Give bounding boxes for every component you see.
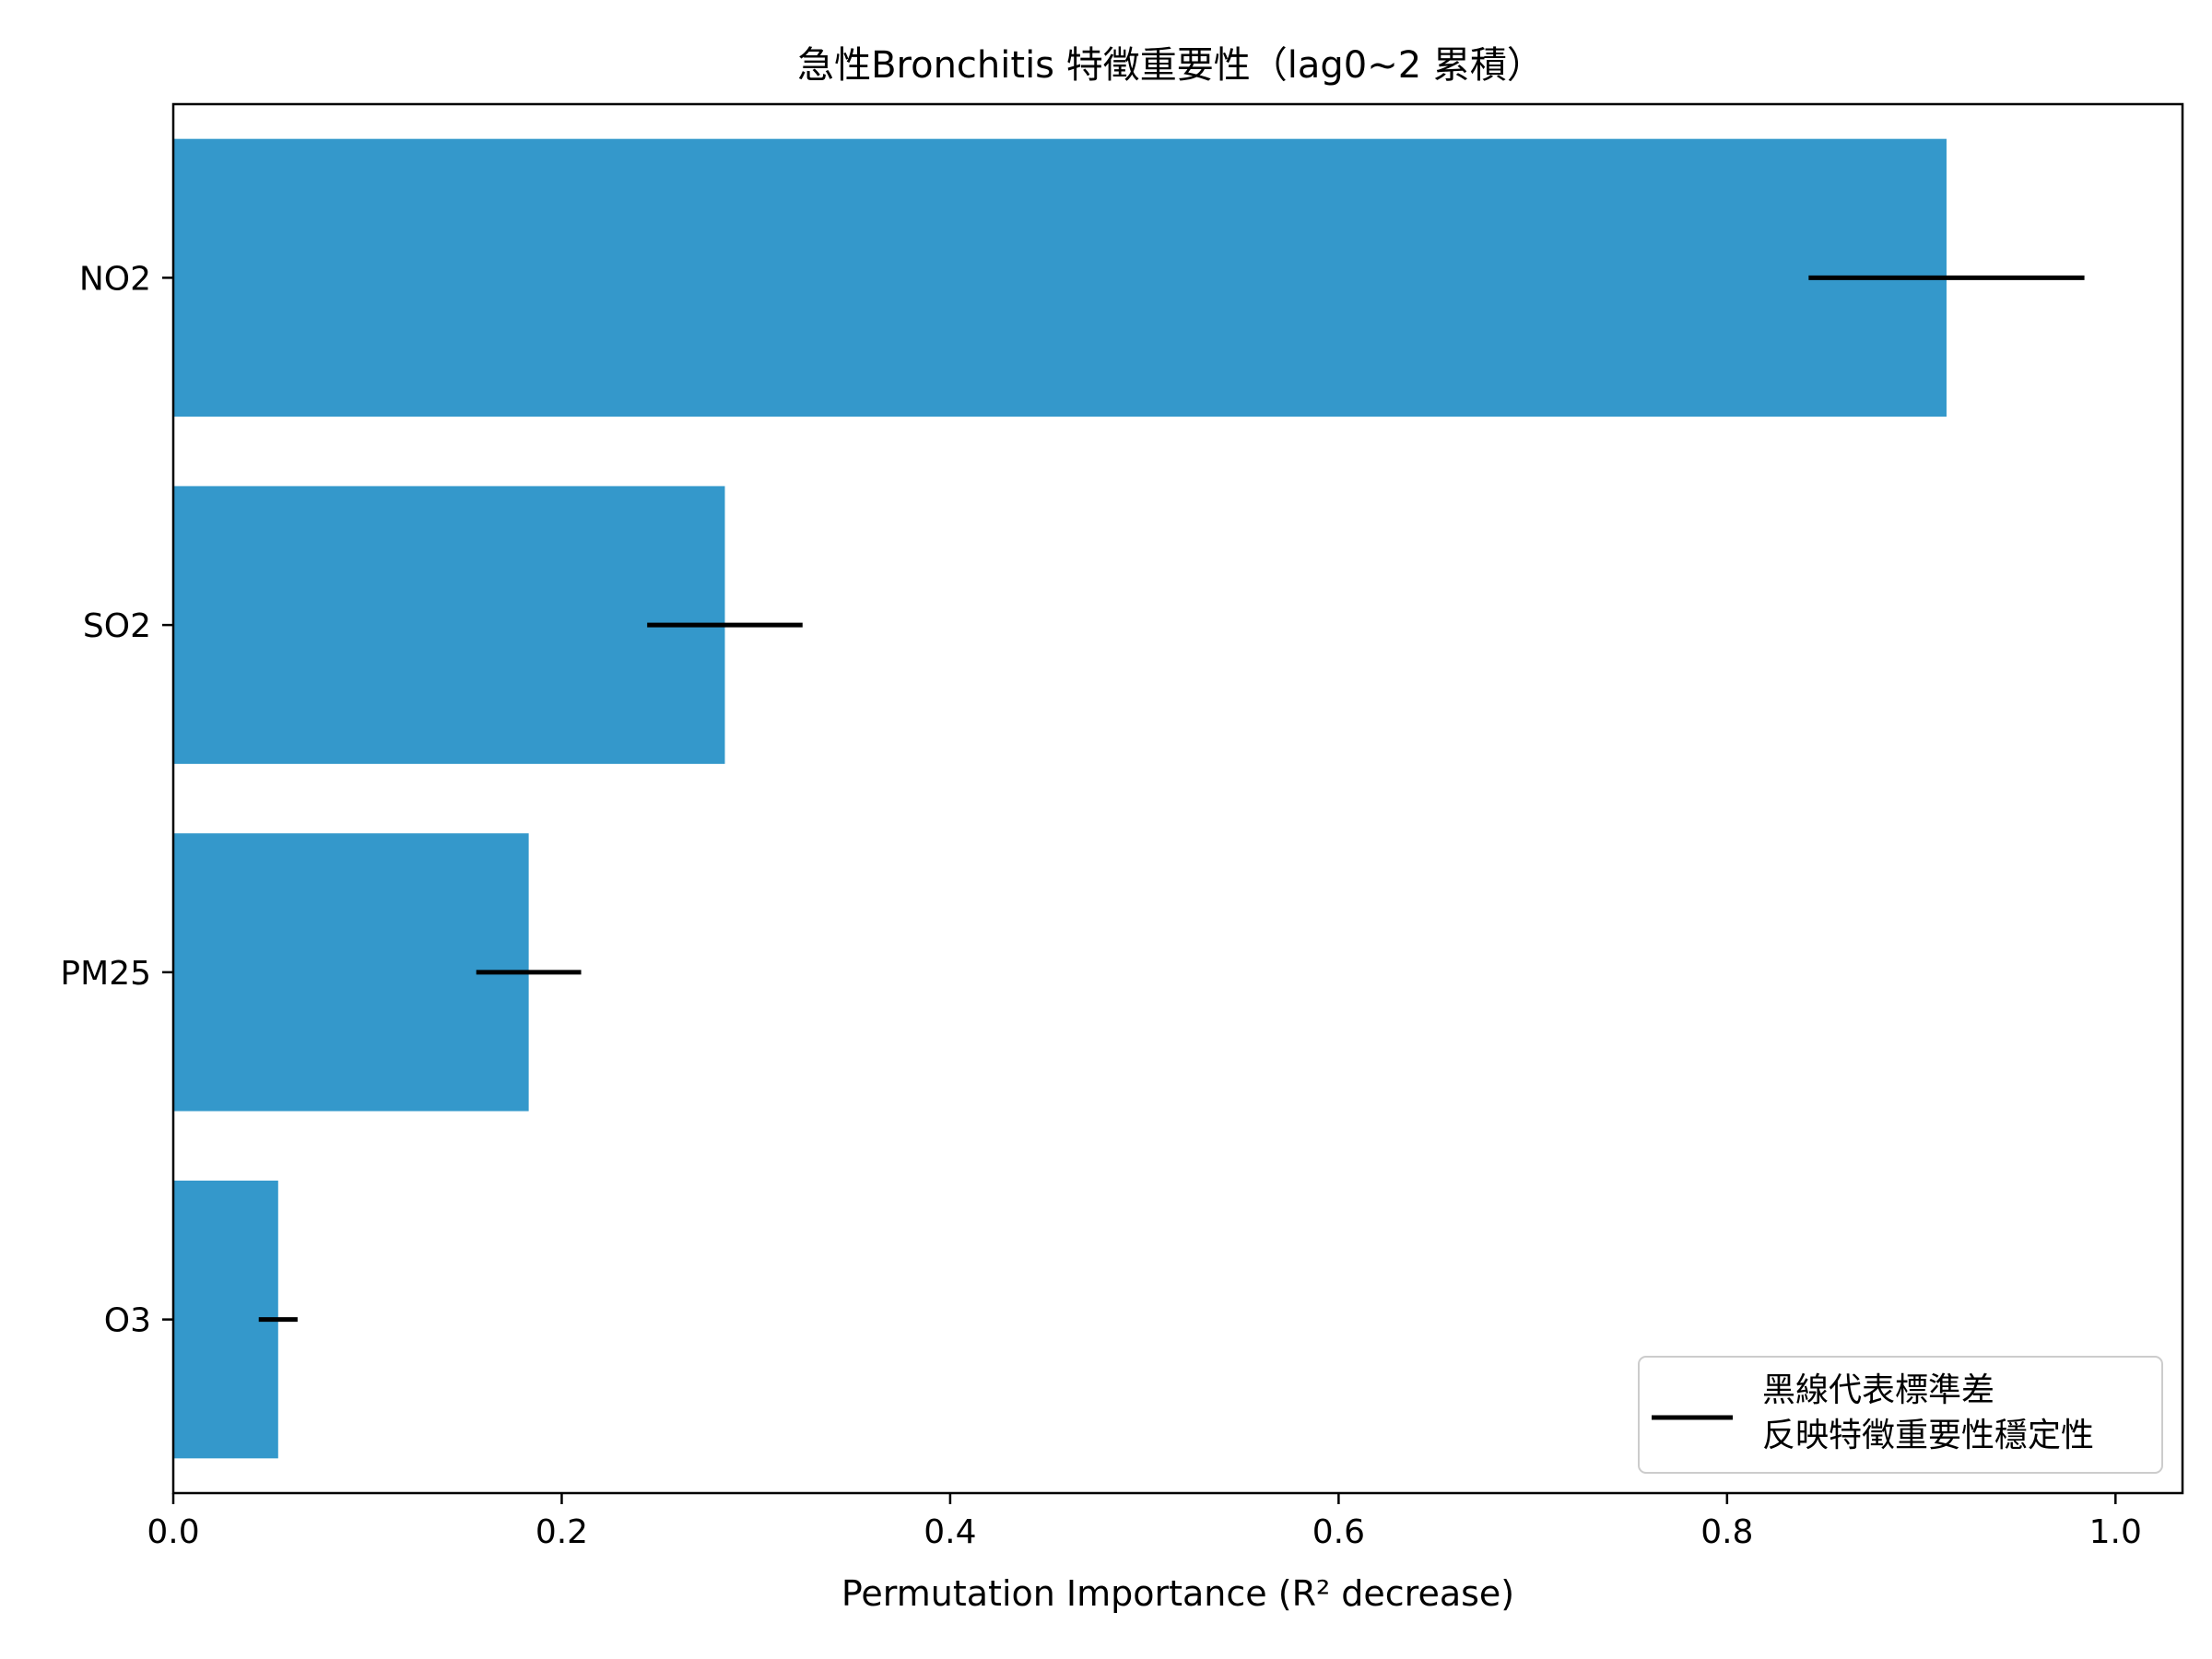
x-tick-label: 0.2 (535, 1513, 588, 1551)
bar-pm25 (173, 833, 529, 1112)
y-tick-label-no2: NO2 (79, 260, 151, 298)
y-tick-label-so2: SO2 (83, 607, 151, 645)
x-tick-label: 1.0 (2089, 1513, 2142, 1551)
legend: 黑線代表標準差 反映特徵重要性穩定性 (1638, 1356, 2163, 1474)
legend-line-1: 黑線代表標準差 (1762, 1371, 1994, 1409)
y-axis: NO2 SO2 PM25 O3 (60, 260, 173, 1340)
bar-so2 (173, 486, 725, 764)
chart-title: 急性Bronchitis 特徵重要性（lag0~2 累積） (797, 44, 1544, 87)
plot-frame (171, 102, 2184, 1495)
x-axis: 0.0 0.2 0.4 0.6 0.8 1.0 (147, 1493, 2142, 1551)
x-tick-label: 0.6 (1312, 1513, 1365, 1551)
legend-line-2: 反映特徵重要性穩定性 (1762, 1417, 2094, 1454)
x-tick-label: 0.4 (924, 1513, 976, 1551)
y-tick-label-o3: O3 (104, 1302, 151, 1340)
x-tick-label: 0.0 (147, 1513, 199, 1551)
bars-layer (173, 138, 1947, 1459)
x-tick-label: 0.8 (1700, 1513, 1753, 1551)
x-axis-label: Permutation Importance (R² decrease) (841, 1573, 1514, 1614)
bar-no2 (173, 138, 1947, 418)
legend-box (1638, 1356, 2163, 1474)
error-bars-layer (258, 275, 2085, 1323)
y-tick-label-pm25: PM25 (60, 955, 151, 993)
